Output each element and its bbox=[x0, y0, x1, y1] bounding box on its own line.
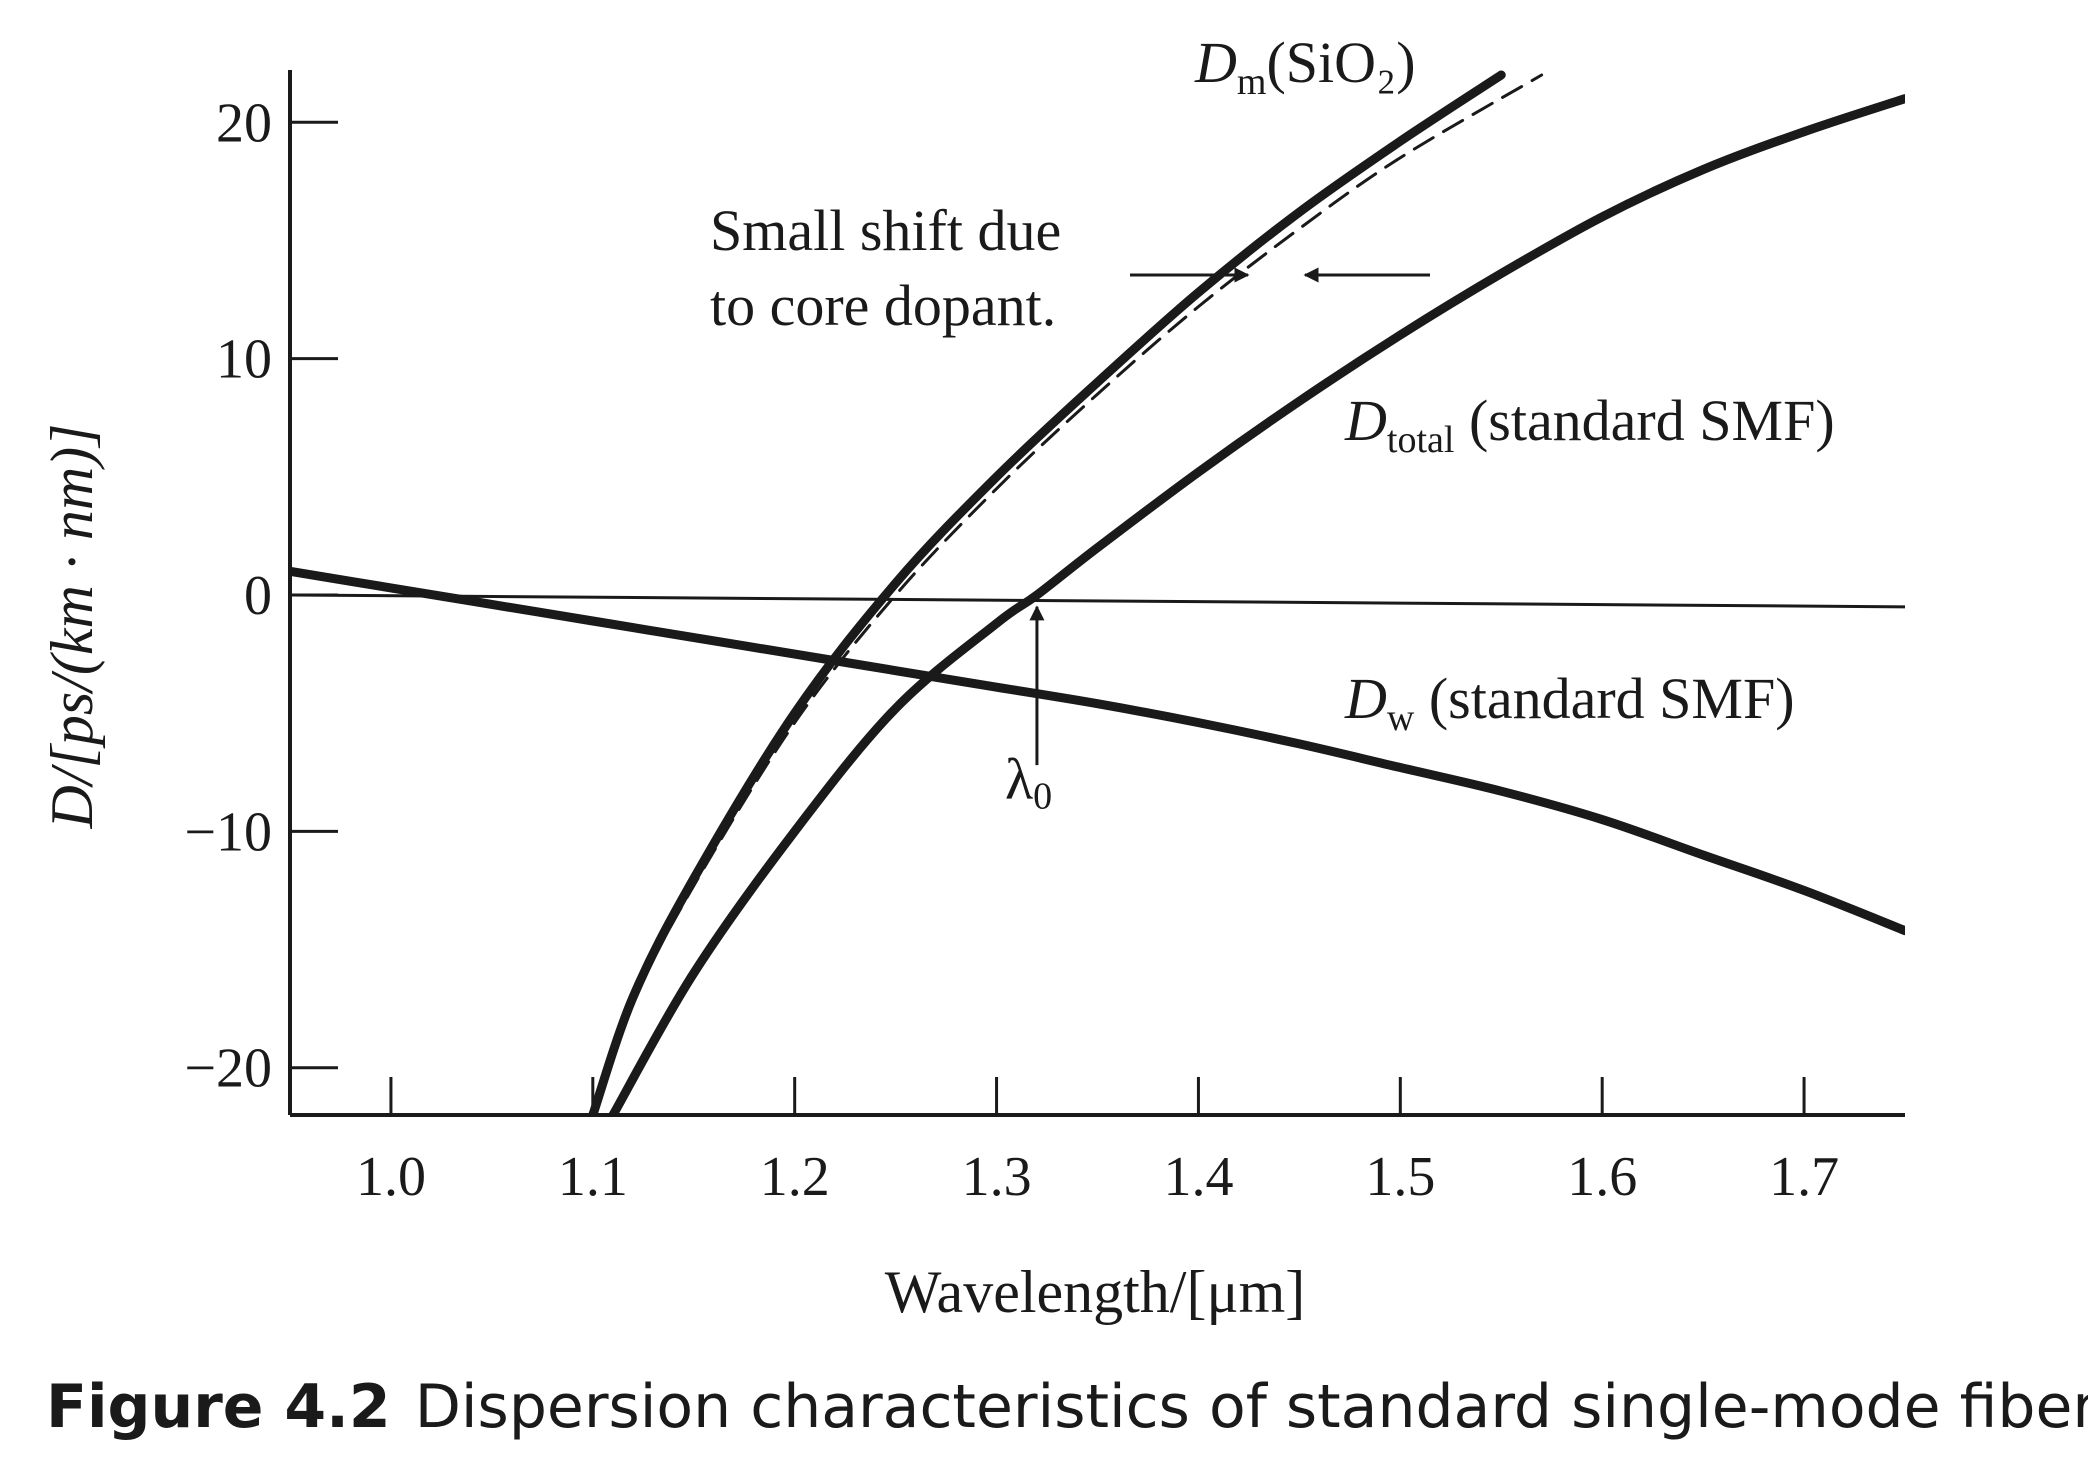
series-dw-line bbox=[290, 566, 1905, 936]
x-ticks: 1.0 1.1 1.2 1.3 1.4 1.5 1.6 1.7 bbox=[356, 1077, 1839, 1208]
x-tick-label: 1.1 bbox=[558, 1146, 628, 1208]
shift-annotation-line1: Small shift due bbox=[710, 198, 1061, 263]
x-tick-label: 1.4 bbox=[1163, 1146, 1233, 1208]
series-label-dtotal: Dtotal (standard SMF) bbox=[1344, 388, 1835, 461]
y-ticks: 20 10 0 −10 −20 bbox=[184, 92, 338, 1100]
lambda0-label: λ0 bbox=[1005, 746, 1052, 817]
axes bbox=[288, 70, 1906, 1117]
figure-caption-text: Dispersion characteristics of standard s… bbox=[414, 1372, 2088, 1442]
y-tick-label: 20 bbox=[216, 92, 272, 154]
series-dopant-dashed-line bbox=[591, 73, 1544, 1115]
series-label-dm: Dm(SiO₂) bbox=[1194, 30, 1416, 103]
y-tick-label: −10 bbox=[184, 801, 272, 863]
series-dm-line bbox=[588, 70, 1506, 1115]
y-tick-label: −20 bbox=[184, 1038, 272, 1100]
x-tick-label: 1.3 bbox=[962, 1146, 1032, 1208]
figure-number: Figure 4.2 bbox=[46, 1372, 391, 1442]
figure-caption: Figure 4.2 Dispersion characteristics of … bbox=[46, 1372, 2088, 1442]
x-axis-label: Wavelength/[μm] bbox=[885, 1259, 1306, 1325]
x-tick-label: 1.5 bbox=[1365, 1146, 1435, 1208]
y-axis-label: D/[ps/(km · nm)] bbox=[39, 424, 105, 830]
y-tick-label: 0 bbox=[244, 565, 272, 627]
x-tick-label: 1.0 bbox=[356, 1146, 426, 1208]
series-label-dw: Dw (standard SMF) bbox=[1344, 666, 1795, 739]
y-tick-label: 10 bbox=[216, 329, 272, 391]
x-tick-label: 1.6 bbox=[1567, 1146, 1637, 1208]
series-dtotal-line bbox=[608, 94, 1905, 1115]
x-tick-label: 1.2 bbox=[760, 1146, 830, 1208]
series-lines bbox=[290, 70, 1905, 1115]
x-tick-label: 1.7 bbox=[1769, 1146, 1839, 1208]
zero-line bbox=[289, 593, 1906, 609]
shift-annotation-line2: to core dopant. bbox=[710, 273, 1056, 338]
dispersion-chart: 1.0 1.1 1.2 1.3 1.4 1.5 1.6 1.7 20 10 0 −10 −20 Dm(… bbox=[39, 30, 1906, 1325]
